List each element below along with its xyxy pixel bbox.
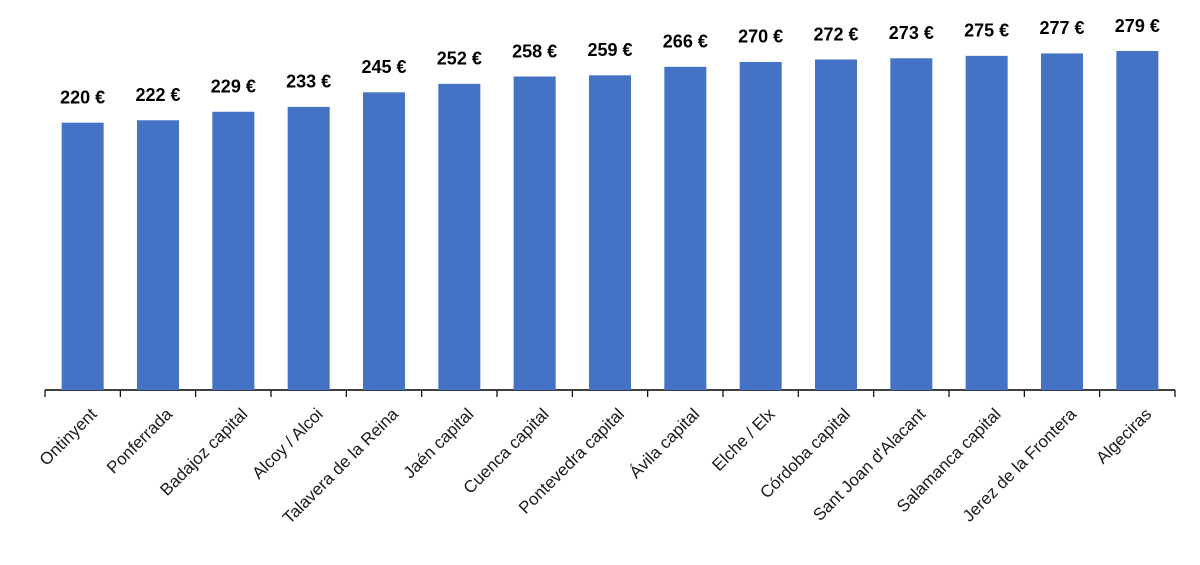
bar	[212, 111, 255, 390]
value-label: 273 €	[889, 23, 934, 43]
value-label: 277 €	[1039, 18, 1084, 38]
value-label: 270 €	[738, 27, 783, 47]
x-tick-label: Ávila capital	[626, 405, 704, 483]
bar	[815, 59, 857, 391]
x-tick-label: Jaén capital	[400, 405, 478, 483]
bar	[137, 120, 179, 391]
bar	[287, 106, 330, 391]
value-label: 259 €	[587, 40, 632, 60]
x-tick-label: Elche / Elx	[708, 404, 779, 475]
bar	[965, 55, 1008, 390]
value-label: 233 €	[286, 72, 331, 92]
bar	[739, 61, 782, 390]
value-label: 279 €	[1115, 16, 1160, 36]
x-tick-label: Alcoy / Alcoi	[248, 405, 326, 483]
x-tick-label: Ponferrada	[103, 404, 176, 477]
x-tick-label: Ontinyent	[36, 404, 101, 469]
value-label: 275 €	[964, 21, 1009, 41]
value-label: 266 €	[663, 32, 708, 52]
bar	[1041, 53, 1083, 390]
bar	[363, 92, 405, 390]
x-tick-label: Algeciras	[1092, 405, 1155, 468]
bar	[438, 83, 481, 390]
value-label: 220 €	[60, 87, 105, 107]
bar	[664, 66, 707, 390]
value-label: 229 €	[211, 77, 256, 97]
bar	[1116, 51, 1159, 390]
value-label: 245 €	[361, 57, 406, 77]
bar	[513, 76, 556, 391]
value-label: 272 €	[813, 24, 858, 44]
value-label: 252 €	[437, 49, 482, 69]
value-label: 222 €	[135, 85, 180, 105]
bar	[890, 58, 933, 391]
value-label: 258 €	[512, 41, 557, 61]
bar	[589, 75, 631, 390]
bar	[61, 122, 104, 390]
